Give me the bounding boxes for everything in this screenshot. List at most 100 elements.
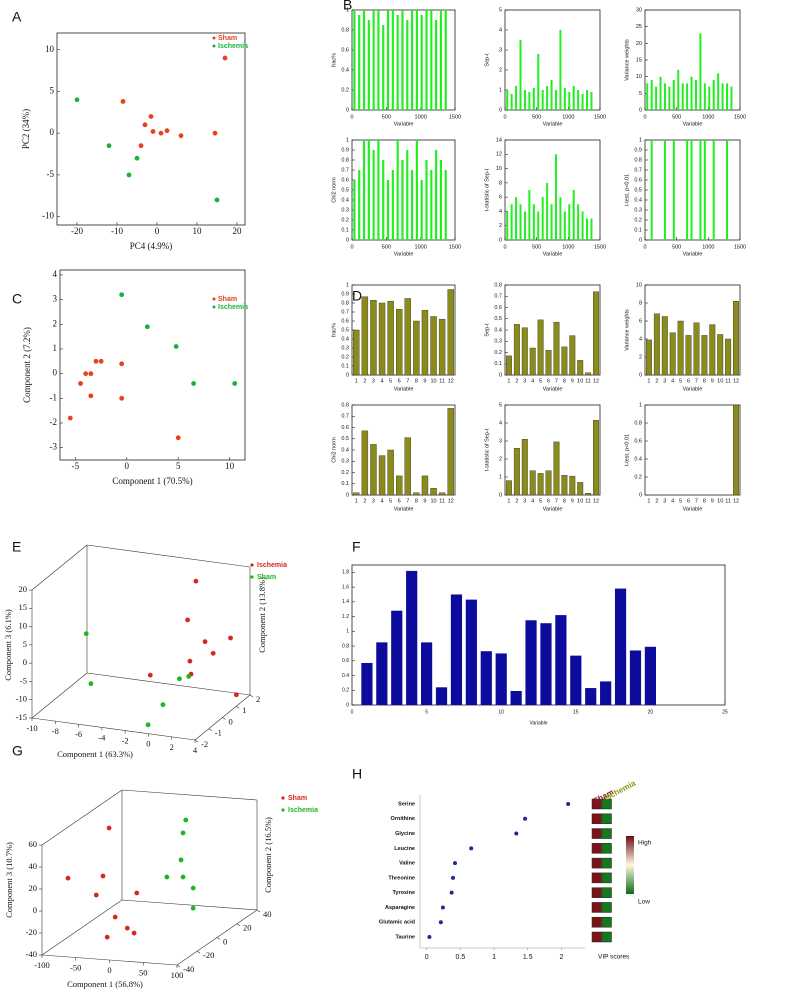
y-tick-label: 30 — [636, 7, 642, 13]
x-tick-label: -2 — [122, 736, 129, 746]
y-tick-label: 0.4 — [494, 327, 502, 333]
heat-cell — [591, 857, 602, 869]
bar — [650, 80, 653, 110]
bar — [361, 296, 369, 376]
x-tick-label: 500 — [532, 244, 541, 250]
bar — [382, 25, 385, 110]
heat-cell — [591, 798, 602, 810]
x-axis-label: Variable — [543, 386, 563, 392]
bar — [447, 289, 454, 376]
bar — [686, 140, 689, 240]
bar — [563, 211, 566, 240]
x-tick-label: 11 — [439, 378, 445, 384]
x-tick-label: 10 — [498, 709, 504, 715]
point — [164, 874, 170, 880]
bar — [554, 154, 557, 240]
x-axis-label: Variable — [530, 720, 548, 726]
point — [138, 143, 144, 149]
bar — [353, 10, 356, 110]
x-tick-label: 10 — [430, 378, 436, 384]
y-tick-label: 5 — [499, 402, 502, 408]
z-tick-label: -10 — [16, 694, 27, 704]
y-tick-label: 0.3 — [341, 345, 349, 351]
x-axis-label: Variable — [543, 121, 563, 127]
x-tick-label: 0 — [643, 114, 646, 120]
bar — [396, 475, 403, 496]
x-tick-label: 1000 — [702, 244, 714, 250]
z-tick-label: 10 — [19, 621, 28, 631]
bar — [438, 492, 446, 496]
point — [180, 830, 186, 836]
bar — [701, 335, 708, 376]
y-tick-label: -1 — [50, 392, 58, 402]
x-tick-label: 1 — [647, 498, 650, 504]
bar — [353, 180, 356, 240]
bar — [577, 482, 584, 496]
point — [451, 875, 455, 880]
y-tick-label: 0.2 — [341, 87, 349, 93]
plot-frame — [644, 404, 741, 496]
y-tick-label: 0.1 — [341, 481, 349, 487]
bar — [541, 197, 544, 240]
x-tick-label: 15 — [573, 709, 579, 715]
y-axis-label: Sep-t — [484, 323, 490, 337]
y-tick-label: 0.1 — [341, 363, 349, 369]
y-axis-label: frac% — [331, 323, 337, 337]
bar — [677, 320, 684, 376]
z-tick-label: 5 — [23, 639, 27, 649]
y-tick-label: 0 — [229, 716, 233, 726]
heat-cell — [601, 887, 612, 898]
x-tick-label: 1 — [647, 378, 650, 384]
x-tick-label: 0 — [155, 226, 160, 236]
x-tick-label: 7 — [695, 498, 698, 504]
bar — [585, 372, 592, 376]
heat-cell — [601, 872, 612, 884]
x-tick-label: 1500 — [734, 244, 746, 250]
y-tick — [222, 717, 226, 720]
x-tick-label: 9 — [711, 498, 714, 504]
y-tick-label: 1 — [53, 343, 58, 353]
bar — [528, 190, 531, 240]
x-tick-label: 0 — [425, 954, 429, 961]
y-tick-label: 4 — [53, 269, 58, 279]
bar — [430, 488, 437, 496]
panel-letter: B — [343, 0, 352, 13]
bar — [653, 313, 660, 376]
x-tick-label: 2 — [655, 498, 658, 504]
panel-letter: C — [12, 291, 22, 307]
x-tick-label: 5 — [389, 378, 392, 384]
panel-letter: E — [12, 539, 21, 555]
y-tick-label: 0 — [53, 368, 58, 378]
bar — [593, 291, 600, 376]
bar — [406, 20, 409, 110]
y-tick-label: 0.3 — [494, 339, 502, 345]
box-edge — [121, 899, 258, 911]
bar — [362, 10, 366, 110]
y-axis-label: t-test, p<0.01 — [624, 174, 630, 206]
y-tick-label: 10 — [496, 166, 502, 172]
x-tick-label: -8 — [52, 726, 59, 736]
x-tick-label: -50 — [70, 962, 81, 972]
x-tick-label: 12 — [593, 378, 599, 384]
y-tick-label: 0.8 — [634, 157, 642, 163]
x-tick-label: 10 — [193, 226, 203, 236]
y-tick-label: 10 — [45, 44, 55, 54]
point — [453, 861, 458, 866]
y-tick-label: 1 — [346, 629, 349, 635]
point — [88, 371, 94, 377]
y-tick — [236, 706, 240, 709]
x-tick-label: 5 — [425, 709, 428, 715]
y-tick-label: 0 — [223, 936, 227, 946]
bar — [480, 651, 492, 705]
bar — [430, 316, 437, 376]
y-tick-label: 0.8 — [494, 282, 502, 288]
y-tick-label: 0.4 — [341, 447, 349, 453]
y-tick-label: 0 — [499, 492, 502, 498]
bar — [404, 298, 411, 376]
z-tick-label: 20 — [29, 883, 38, 893]
y-tick-label: 0 — [346, 237, 349, 243]
bar — [420, 180, 423, 240]
bar — [685, 335, 692, 376]
legend-label: Sham — [218, 35, 237, 42]
x-tick-label: 6 — [547, 498, 550, 504]
